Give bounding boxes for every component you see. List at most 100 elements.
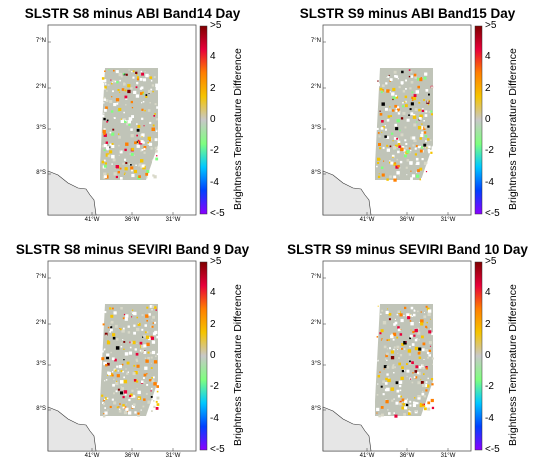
swath-pixel bbox=[384, 388, 388, 392]
swath-pixel bbox=[142, 405, 145, 408]
swath-pixel bbox=[411, 91, 414, 94]
swath-pixel bbox=[102, 414, 106, 418]
coastline-landmass bbox=[47, 406, 97, 452]
swath-pixel bbox=[395, 381, 399, 385]
swath-pixel bbox=[385, 107, 388, 111]
swath-pixel bbox=[410, 170, 412, 172]
swath-pixel bbox=[104, 80, 106, 83]
swath-pixel bbox=[143, 147, 146, 150]
swath-pixel bbox=[153, 405, 156, 408]
swath-pixel bbox=[419, 178, 422, 181]
swath-pixel bbox=[386, 348, 388, 350]
swath-pixel bbox=[119, 150, 123, 154]
swath-pixel bbox=[134, 141, 137, 145]
swath-pixel bbox=[414, 338, 418, 342]
swath-pixel bbox=[102, 114, 105, 118]
swath-pixel bbox=[120, 75, 123, 78]
swath-pixel bbox=[104, 398, 106, 400]
swath-pixel bbox=[409, 161, 413, 165]
swath-pixel bbox=[411, 381, 414, 384]
swath-pixel bbox=[133, 324, 136, 327]
swath-pixel bbox=[393, 162, 397, 166]
swath-pixel bbox=[404, 104, 408, 108]
swath-pixel bbox=[136, 123, 138, 125]
panel-title: SLSTR S8 minus ABI Band14 Day bbox=[24, 6, 241, 21]
swath-pixel bbox=[150, 396, 153, 398]
swath-pixel bbox=[153, 400, 155, 402]
swath-pixel bbox=[376, 127, 379, 130]
swath-pixel bbox=[124, 119, 126, 121]
swath-pixel bbox=[134, 348, 137, 351]
swath-pixel bbox=[111, 96, 113, 98]
swath-pixel bbox=[423, 373, 425, 375]
swath-pixel bbox=[145, 95, 148, 98]
swath-pixel bbox=[410, 149, 412, 152]
colorbar-tick-label: 2 bbox=[485, 82, 491, 94]
swath-pixel bbox=[417, 395, 421, 399]
swath-pixel bbox=[424, 135, 428, 138]
longitude-label: 41°W bbox=[359, 217, 375, 223]
swath-pixel bbox=[381, 84, 385, 88]
swath-pixel bbox=[406, 363, 408, 365]
colorbar bbox=[474, 25, 483, 215]
swath-pixel bbox=[396, 137, 398, 140]
swath-pixel bbox=[418, 117, 422, 120]
swath-pixel bbox=[130, 100, 133, 104]
swath-pixel bbox=[400, 81, 404, 85]
swath-pixel bbox=[103, 132, 106, 135]
swath-pixel bbox=[392, 98, 394, 101]
swath-pixel bbox=[413, 73, 417, 77]
swath-pixel bbox=[107, 374, 109, 376]
swath-pixel bbox=[105, 364, 108, 367]
swath-pixel bbox=[149, 102, 151, 104]
swath-pixel bbox=[412, 330, 415, 334]
swath-pixel bbox=[384, 135, 387, 138]
swath-pixel bbox=[111, 357, 115, 361]
swath-pixel bbox=[133, 364, 136, 367]
swath-pixel bbox=[104, 162, 107, 165]
swath-pixel bbox=[125, 403, 127, 405]
swath-pixel bbox=[106, 146, 110, 150]
swath-pixel bbox=[395, 96, 399, 99]
swath-pixel bbox=[399, 160, 403, 164]
swath-pixel bbox=[147, 400, 151, 404]
swath-pixel bbox=[389, 145, 392, 148]
swath-pixel bbox=[147, 356, 150, 360]
swath-pixel bbox=[155, 400, 158, 403]
swath-pixel bbox=[393, 137, 397, 140]
swath-pixel bbox=[383, 120, 385, 122]
swath-pixel bbox=[133, 169, 138, 174]
swath-pixel bbox=[103, 133, 107, 137]
swath-pixel bbox=[156, 353, 159, 356]
swath-pixel bbox=[123, 173, 125, 175]
swath-pixel bbox=[119, 328, 122, 331]
swath-pixel bbox=[421, 109, 424, 112]
swath-pixel bbox=[106, 353, 110, 357]
swath-pixel bbox=[152, 322, 154, 324]
swath-pixel bbox=[109, 324, 111, 327]
swath-pixel bbox=[426, 163, 430, 167]
latitude-label: 8°S bbox=[311, 170, 321, 176]
swath-pixel bbox=[419, 125, 424, 130]
swath-pixel bbox=[116, 365, 119, 368]
swath-pixel bbox=[103, 413, 105, 415]
swath-pixel bbox=[386, 89, 390, 93]
swath-pixel bbox=[153, 412, 156, 415]
swath-pixel bbox=[378, 173, 380, 175]
swath-pixel bbox=[380, 91, 383, 94]
swath-pixel bbox=[150, 367, 153, 369]
swath-pixel bbox=[420, 311, 422, 313]
swath-pixel bbox=[123, 348, 125, 350]
swath-pixel bbox=[132, 372, 136, 376]
swath-pixel bbox=[153, 382, 157, 386]
swath-pixel bbox=[417, 310, 419, 313]
swath-pixel bbox=[417, 77, 420, 81]
swath-pixel bbox=[401, 406, 405, 410]
colorbar bbox=[199, 261, 208, 451]
swath-pixel bbox=[154, 403, 156, 405]
swath-pixel bbox=[136, 141, 138, 143]
swath-pixel bbox=[426, 384, 430, 388]
swath-pixel bbox=[405, 88, 407, 90]
swath-pixel bbox=[112, 307, 114, 310]
swath-pixel bbox=[395, 106, 400, 110]
